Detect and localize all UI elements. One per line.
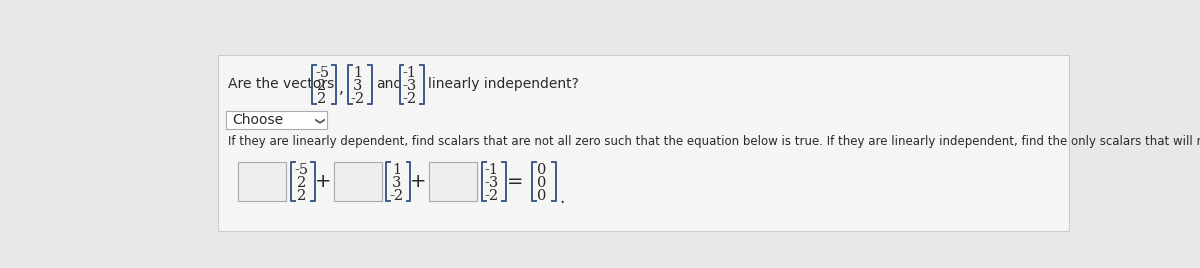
Text: linearly independent?: linearly independent?	[428, 77, 580, 91]
Text: 1: 1	[392, 163, 401, 177]
Text: -3: -3	[485, 176, 499, 190]
Text: 2: 2	[318, 79, 326, 93]
Text: +: +	[314, 172, 331, 191]
Text: -2: -2	[350, 92, 365, 106]
Text: -2: -2	[485, 189, 499, 203]
Text: -2: -2	[389, 189, 403, 203]
Text: 3: 3	[353, 79, 362, 93]
Text: ,: ,	[340, 81, 344, 96]
Text: 0: 0	[538, 189, 547, 203]
Text: =: =	[506, 172, 523, 191]
Text: -5: -5	[294, 163, 308, 177]
Text: -1: -1	[485, 163, 499, 177]
Text: -3: -3	[402, 79, 416, 93]
Text: 1: 1	[353, 66, 362, 80]
Text: -1: -1	[403, 66, 416, 80]
Text: 0: 0	[538, 163, 547, 177]
FancyBboxPatch shape	[218, 55, 1069, 231]
Text: 3: 3	[391, 176, 401, 190]
Text: .: .	[559, 189, 564, 207]
Text: 2: 2	[296, 189, 306, 203]
Text: 0: 0	[538, 176, 547, 190]
Text: +: +	[410, 172, 426, 191]
Text: ❯: ❯	[312, 117, 323, 125]
FancyBboxPatch shape	[226, 111, 326, 129]
FancyBboxPatch shape	[239, 162, 287, 201]
Text: -5: -5	[314, 66, 329, 80]
Text: 2: 2	[318, 92, 326, 106]
Text: 2: 2	[296, 176, 306, 190]
Text: Are the vectors: Are the vectors	[228, 77, 334, 91]
Text: Choose: Choose	[232, 113, 283, 127]
Text: and: and	[377, 77, 402, 91]
FancyBboxPatch shape	[334, 162, 382, 201]
Text: If they are linearly dependent, find scalars that are not all zero such that the: If they are linearly dependent, find sca…	[228, 135, 1200, 148]
FancyBboxPatch shape	[430, 162, 478, 201]
Text: -2: -2	[402, 92, 416, 106]
